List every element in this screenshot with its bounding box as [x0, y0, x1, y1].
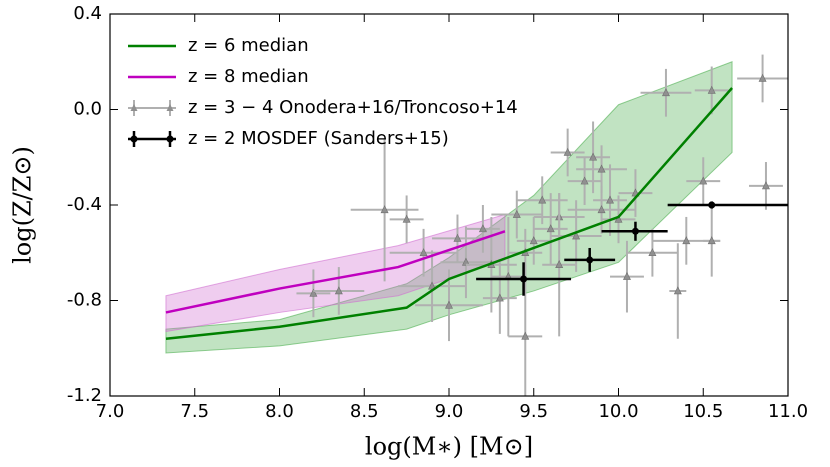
- y-tick-label: -0.4: [67, 194, 102, 215]
- y-axis-label: log(Z/Z⊙): [9, 146, 37, 264]
- legend-entry: z = 6 median: [128, 35, 309, 56]
- point: [555, 260, 564, 268]
- point: [521, 331, 530, 340]
- point: [648, 248, 657, 257]
- point: [563, 147, 572, 156]
- x-tick-label: 8.0: [265, 401, 294, 422]
- point: [597, 164, 606, 173]
- point: [597, 205, 606, 214]
- point: [761, 181, 770, 190]
- point: [707, 236, 716, 245]
- x-axis-label: log(M∗) [M⊙]: [365, 433, 533, 461]
- point: [495, 293, 504, 302]
- point: [631, 227, 639, 235]
- legend-label: z = 6 median: [188, 35, 309, 56]
- legend-entry: z = 2 MOSDEF (Sanders+15): [128, 128, 449, 149]
- band: [165, 213, 506, 333]
- legend-swatch: [166, 135, 174, 143]
- legend-swatch: [130, 135, 138, 143]
- legend-swatch: [166, 104, 174, 111]
- point: [589, 152, 598, 161]
- x-tick-label: 10.5: [683, 401, 723, 422]
- point: [309, 288, 318, 297]
- point: [708, 201, 716, 209]
- point: [402, 214, 411, 223]
- point: [661, 88, 670, 97]
- point: [445, 300, 453, 309]
- point: [707, 85, 716, 94]
- legend-entry: z = 3 − 4 Onodera+16/Troncoso+14: [128, 97, 518, 118]
- point: [546, 224, 555, 233]
- x-tick-label: 11.0: [768, 401, 808, 422]
- y-tick-label: 0.4: [73, 3, 102, 24]
- point: [606, 195, 615, 204]
- median-line: [165, 87, 734, 340]
- point: [419, 248, 428, 257]
- point: [334, 286, 343, 295]
- plot: [165, 54, 788, 396]
- x-tick-label: 7.5: [180, 401, 209, 422]
- y-tick-label: -0.8: [67, 290, 102, 311]
- point: [673, 286, 682, 295]
- point: [758, 73, 767, 82]
- x-tick-label: 7.0: [96, 401, 125, 422]
- x-tick-label: 9.5: [519, 401, 548, 422]
- point: [572, 231, 581, 240]
- x-tick-label: 10.0: [598, 401, 638, 422]
- legend-label: z = 3 − 4 Onodera+16/Troncoso+14: [188, 97, 518, 118]
- point: [520, 275, 528, 283]
- median-line: [165, 230, 506, 314]
- point: [453, 233, 462, 242]
- point: [682, 236, 691, 245]
- legend-entry: z = 8 median: [128, 66, 309, 87]
- legend-label: z = 2 MOSDEF (Sanders+15): [188, 128, 449, 149]
- point: [580, 176, 589, 185]
- y-tick-label: -1.2: [67, 385, 102, 406]
- y-tick-label: 0.0: [73, 99, 102, 120]
- point: [586, 256, 594, 264]
- point: [380, 205, 389, 214]
- x-tick-label: 8.5: [350, 401, 379, 422]
- point: [699, 176, 708, 185]
- x-tick-label: 9.0: [435, 401, 464, 422]
- point: [478, 224, 487, 233]
- point: [538, 195, 547, 204]
- legend-swatch: [130, 104, 138, 111]
- point: [512, 209, 521, 218]
- point: [529, 236, 538, 245]
- point: [622, 271, 631, 280]
- legend-label: z = 8 median: [188, 66, 309, 87]
